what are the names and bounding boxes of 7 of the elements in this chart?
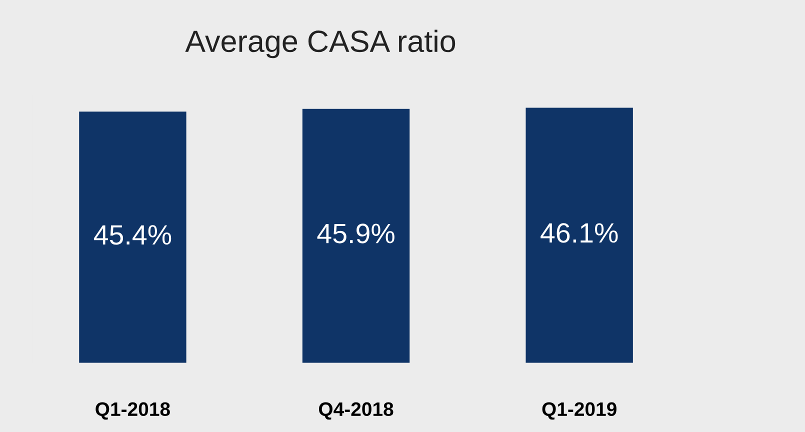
data-label: 45.9% xyxy=(317,224,394,244)
chart-title: Average CASA ratio xyxy=(185,30,456,58)
x-tick-label: Q4-2018 xyxy=(318,402,394,420)
data-label: 46.1% xyxy=(540,223,618,243)
x-tick-label: Q1-2018 xyxy=(96,402,170,420)
data-label: 45.4% xyxy=(94,225,172,245)
x-tick-label: Q1-2019 xyxy=(542,402,616,420)
